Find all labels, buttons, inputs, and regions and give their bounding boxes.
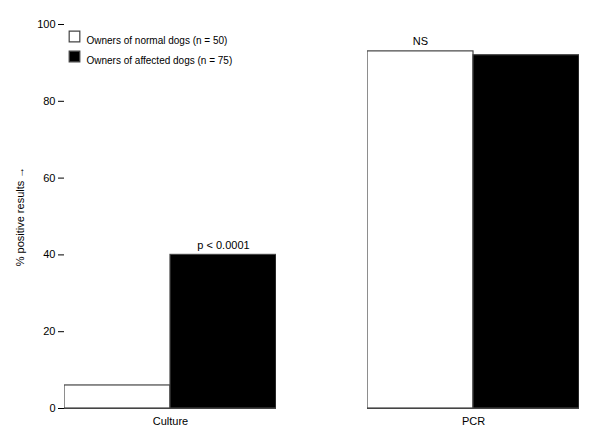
svg-text:p < 0.0001: p < 0.0001 xyxy=(197,239,249,251)
svg-text:Owners of normal dogs (n = 50): Owners of normal dogs (n = 50) xyxy=(87,35,228,46)
svg-text:80: 80 xyxy=(43,95,55,107)
svg-text:NS: NS xyxy=(413,35,428,47)
svg-text:% positive results →: % positive results → xyxy=(14,167,26,267)
svg-text:100: 100 xyxy=(37,18,55,30)
svg-text:0: 0 xyxy=(49,402,55,414)
svg-text:60: 60 xyxy=(43,172,55,184)
svg-text:20: 20 xyxy=(43,325,55,337)
svg-text:Culture: Culture xyxy=(153,415,188,427)
svg-text:Owners of affected dogs (n = 7: Owners of affected dogs (n = 75) xyxy=(87,55,233,66)
svg-text:40: 40 xyxy=(43,248,55,260)
svg-text:PCR: PCR xyxy=(462,415,485,427)
